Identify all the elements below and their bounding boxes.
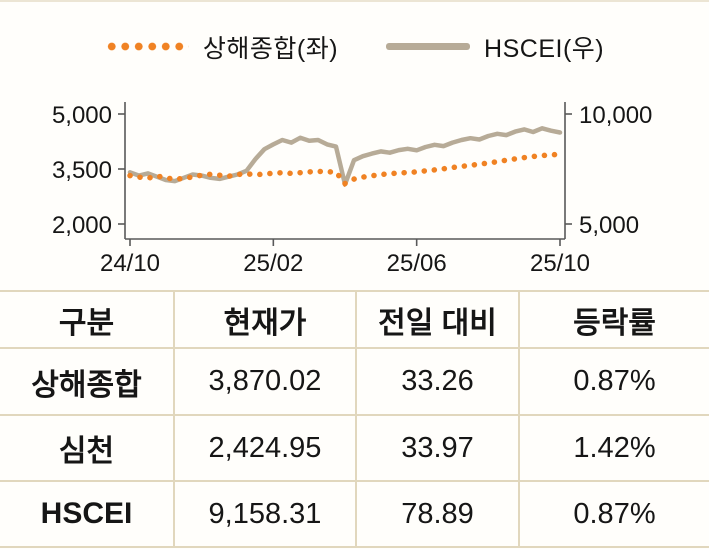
table-header-0: 구분: [0, 292, 175, 349]
legend-label-shanghai: 상해종합(좌): [202, 34, 339, 63]
y-axis-right-tick-label: 10,000: [579, 102, 652, 129]
table-header-3: 등락률: [520, 292, 709, 349]
x-axis-tick-label: 25/02: [243, 250, 303, 277]
table-row-label: 상해종합: [0, 349, 175, 416]
x-axis-tick-label: 25/06: [387, 250, 447, 277]
y-axis-left-tick-label: 5,000: [52, 102, 112, 129]
table-cell: 0.87%: [520, 349, 709, 416]
table-header-2: 전일 대비: [357, 292, 520, 349]
y-axis-right-tick-label: 5,000: [579, 212, 639, 239]
table-cell: 2,424.95: [175, 416, 357, 482]
series-hscei: [127, 126, 563, 187]
x-axis-tick-label: 25/10: [530, 250, 590, 277]
x-axis-tick-label: 24/10: [100, 250, 160, 277]
table-cell: 33.26: [357, 349, 520, 416]
y-axis-left-tick-label: 3,500: [52, 157, 112, 184]
table-cell: 78.89: [357, 482, 520, 548]
table-cell: 0.87%: [520, 482, 709, 548]
table-cell: 3,870.02: [175, 349, 357, 416]
series-shanghai-composite: [127, 151, 563, 187]
legend-item-hscei: HSCEI(우): [386, 29, 604, 65]
table-cell: 33.97: [357, 416, 520, 482]
chart-legend: 상해종합(좌) HSCEI(우): [0, 24, 709, 69]
legend-label-hscei: HSCEI(우): [484, 34, 605, 63]
dotted-line-icon: [104, 42, 189, 51]
line-chart: 5,000 3,500 2,000 10,000 5,000 24/10 25/02 25/0…: [52, 102, 652, 277]
y-axis-left-tick-label: 2,000: [52, 212, 112, 239]
solid-line-icon: [386, 43, 471, 50]
table-cell: 1.42%: [520, 416, 709, 482]
table-row-label: HSCEI: [0, 482, 175, 548]
table-row-label: 심천: [0, 416, 175, 482]
table-cell: 9,158.31: [175, 482, 357, 548]
table-header-1: 현재가: [175, 292, 357, 349]
legend-item-shanghai: 상해종합(좌): [104, 29, 339, 65]
